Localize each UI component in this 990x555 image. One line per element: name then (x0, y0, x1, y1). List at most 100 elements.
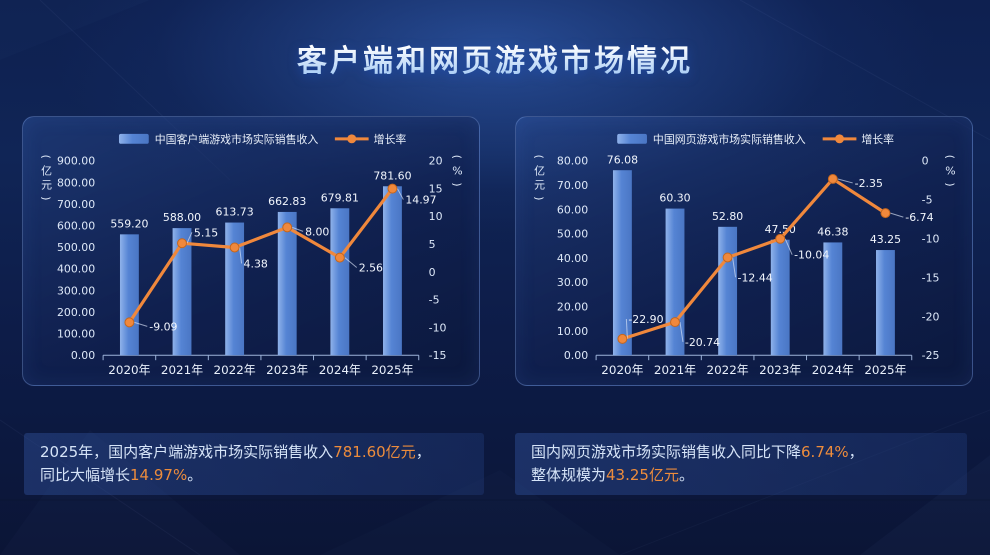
label-leader-line (186, 232, 193, 244)
line-point (177, 238, 187, 249)
right-axis-tick-label: -20 (922, 310, 940, 323)
right-axis-tick-label: 15 (429, 182, 443, 195)
label-leader-line (732, 257, 737, 278)
x-axis-label: 2020年 (601, 363, 643, 377)
label-leader-line (679, 321, 684, 342)
summary-highlight-value: 781.60亿元 (333, 443, 416, 461)
summary-highlight-value: 14.97% (130, 466, 188, 484)
summary-text: 同比大幅增长 (40, 466, 131, 484)
line-point (387, 183, 398, 194)
bar-value-label: 613.73 (216, 206, 254, 219)
left-axis-ticks: 0.00 100.00 200.00 300.00 400.00 500.00 600.00… (57, 155, 95, 363)
x-axis-label: 2022年 (707, 363, 749, 377)
client-games-chart: 0.00 100.00 200.00 300.00 400.00 500.00 600.00… (40, 132, 464, 377)
axis-title-char: 元 (41, 178, 52, 191)
bar-value-label: 679.81 (321, 191, 359, 204)
summary-highlight-value: 6.74% (801, 443, 849, 461)
label-leader-line (239, 247, 243, 264)
bar-value-label: 60.30 (659, 192, 690, 205)
label-leader-line (292, 226, 304, 232)
bar (225, 222, 245, 356)
axis-title-char: % (945, 165, 955, 178)
right-axis-tick-label: -15 (922, 271, 940, 284)
right-axis-tick-label: -10 (429, 321, 447, 334)
left-axis-tick-label: 40.00 (557, 252, 588, 265)
bar-value-label: 47.50 (765, 223, 796, 236)
bar (172, 228, 192, 356)
line-series: -22.90 -20.74 -12.44 -10.04 -2.35 -6.74 (617, 173, 934, 349)
line-point (670, 317, 680, 328)
left-axis-tick-label: 900.00 (57, 155, 95, 168)
axis-title-char: ) (40, 196, 53, 200)
left-axis-tick-label: 700.00 (57, 198, 95, 211)
right-axis-tick-label: -25 (922, 349, 940, 362)
x-axis-label: 2021年 (161, 363, 203, 377)
left-axis-tick-label: 100.00 (57, 328, 95, 341)
right-axis-tick-label: -15 (429, 349, 447, 362)
bar-value-label: 662.83 (268, 195, 306, 208)
x-axis-label: 2024年 (319, 363, 361, 377)
axis-title-char: ( (450, 155, 463, 159)
bar-value-label: 76.08 (607, 153, 638, 166)
left-axis-tick-label: 0.00 (564, 349, 588, 362)
label-leader-line (134, 321, 148, 327)
growth-line (620, 177, 888, 341)
legend-bar-swatch (617, 133, 647, 144)
right-axis-tick-label: 0 (429, 266, 436, 279)
summary-line: 整体规模为43.25亿元。 (531, 464, 951, 487)
legend-line-label: 增长率 (374, 132, 407, 146)
bar (876, 250, 895, 356)
x-axis: 2020年 2021年 2022年 2023年 2024年 2025年 (102, 354, 420, 377)
axis-title-char: 亿 (534, 165, 545, 178)
summary-client-games: 2025年，国内客户端游戏市场实际销售收入781.60亿元， 同比大幅增长14.9… (24, 433, 484, 495)
right-axis-title: (%) (450, 155, 463, 187)
bar (718, 226, 738, 356)
label-leader-line (890, 212, 904, 218)
line-value-label: -12.44 (738, 271, 773, 284)
summary-text: ， (415, 443, 431, 461)
right-axis-tick-label: -10 (922, 232, 940, 245)
summary-highlight-value: 43.25亿元 (606, 466, 679, 484)
legend-line-dot (347, 134, 357, 144)
right-axis-tick-label: -5 (429, 294, 440, 307)
line-point (229, 242, 240, 253)
label-leader-line (344, 257, 358, 268)
left-axis-tick-label: 60.00 (557, 203, 588, 216)
bar-value-label: 46.38 (817, 225, 848, 238)
axis-title-char: % (452, 165, 462, 178)
left-axis-tick-label: 10.00 (557, 325, 588, 338)
legend-line-dot (835, 134, 845, 144)
summary-text: ， (848, 443, 864, 461)
line-point (282, 222, 293, 233)
bar-series: 559.20 588.00 613.73 662.83 679.81 781.60 (110, 169, 412, 356)
x-axis-label: 2020年 (108, 363, 150, 377)
line-series: -9.09 5.15 4.38 8.00 2.56 14.97 (124, 183, 437, 333)
left-axis-tick-label: 300.00 (57, 284, 95, 297)
left-axis-tick-label: 70.00 (557, 179, 588, 192)
line-value-label: -6.74 (905, 211, 933, 224)
right-axis-tick-label: 20 (429, 155, 443, 168)
axis-title-char: ) (943, 182, 956, 186)
label-leader-line (396, 188, 404, 200)
right-axis-title: (%) (943, 155, 956, 187)
line-value-label: -22.90 (628, 313, 663, 326)
right-axis-tick-label: 10 (429, 210, 443, 223)
axis-title-char: ) (450, 182, 463, 186)
bar (277, 211, 297, 356)
line-value-label: -9.09 (149, 320, 177, 333)
axis-title-char: 亿 (41, 165, 52, 178)
summary-line: 同比大幅增长14.97%。 (40, 464, 468, 487)
left-axis-tick-label: 600.00 (57, 219, 95, 232)
x-axis-label: 2023年 (759, 363, 801, 377)
x-axis-label: 2021年 (654, 363, 696, 377)
left-axis-tick-label: 400.00 (57, 263, 95, 276)
legend-bar-swatch (118, 133, 149, 144)
bar-value-label: 52.80 (712, 210, 743, 223)
line-value-label: 4.38 (244, 257, 268, 270)
left-axis-title: (亿元) (533, 155, 546, 201)
chart-panel-client-games: 0.00 100.00 200.00 300.00 400.00 500.00 600.00… (22, 116, 480, 386)
left-axis-tick-label: 20.00 (557, 301, 588, 314)
left-axis-tick-label: 800.00 (57, 176, 95, 189)
right-axis-tick-label: 5 (429, 238, 436, 251)
